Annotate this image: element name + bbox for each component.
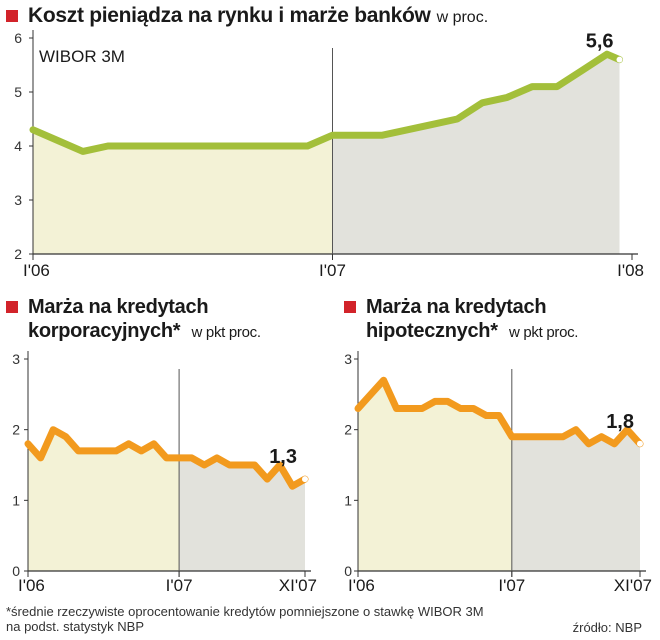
x-tick-label: I'06 (23, 261, 50, 280)
x-tick-label: I'07 (166, 576, 193, 595)
main-title-row: Koszt pieniądza na rynku i marże banków … (6, 4, 488, 28)
source-label: źródło: NBP (572, 620, 642, 635)
y-tick-label: 6 (14, 30, 22, 46)
main-title-unit: w proc. (436, 9, 489, 26)
y-tick-label: 1 (344, 492, 352, 508)
wibor-chart: 2 3 4 5 6 I'06 I'07 I'08 5,6 WIBOR 3M (14, 30, 644, 280)
shade-area-first-year (28, 429, 180, 571)
bullet-square-icon (6, 10, 18, 22)
y-tick-label: 2 (14, 246, 22, 262)
shade-area-first-year (358, 380, 512, 571)
x-tick-label: I'06 (18, 576, 45, 595)
footnote: *średnie rzeczywiste oprocentowanie kred… (6, 604, 484, 634)
y-tick-label: 4 (14, 138, 22, 154)
end-point-marker (637, 440, 643, 447)
main-title: Koszt pieniądza na rynku i marże banków (28, 4, 431, 27)
y-tick-label: 2 (344, 422, 352, 438)
end-point-marker (302, 476, 308, 483)
x-tick-label: XI'07 (279, 576, 317, 595)
y-tick-label: 5 (14, 84, 22, 100)
bullet-square-icon (344, 301, 356, 313)
mortgage-chart-title: Marża na kredytach hipotecznych* (366, 296, 547, 342)
end-value-label: 5,6 (586, 31, 614, 53)
mortgage-chart-unit: w pkt proc. (508, 324, 579, 341)
end-value-label: 1,8 (606, 411, 634, 433)
shade-area-second-year (332, 54, 620, 255)
series-inner-label: WIBOR 3M (39, 47, 125, 66)
y-tick-label: 0 (344, 563, 352, 579)
footnote-line-1: *średnie rzeczywiste oprocentowanie kred… (6, 604, 484, 619)
bullet-square-icon (6, 301, 18, 313)
x-tick-label: I'07 (319, 261, 346, 280)
series-line (29, 50, 623, 155)
footnote-line-2: na podst. statystyk NBP (6, 619, 145, 634)
series-line (24, 426, 309, 490)
corporate-chart-unit: w pkt proc. (191, 324, 262, 341)
mortgage-title-row: Marża na kredytach hipotecznych* w pkt p… (344, 295, 646, 345)
x-tick-label: I'07 (498, 576, 525, 595)
end-value-label: 1,3 (269, 446, 297, 468)
x-tick-label: I'08 (617, 261, 644, 280)
y-tick-label: 3 (344, 351, 352, 367)
corporate-margin-chart: 0 1 2 3 I'06 I'07 XI'07 1,3 (12, 351, 317, 595)
series-line (354, 376, 644, 448)
y-tick-label: 3 (14, 192, 22, 208)
shade-area-second-year (179, 457, 305, 571)
corporate-chart-title: Marża na kredytach korporacyjnych* (28, 296, 209, 342)
mortgage-margin-chart: 0 1 2 3 I'06 I'07 XI'07 1,8 (344, 351, 652, 595)
corporate-title-row: Marża na kredytach korporacyjnych* w pkt… (6, 295, 318, 345)
y-tick-label: 0 (12, 563, 20, 579)
end-point-marker (616, 56, 623, 63)
x-tick-label: XI'07 (614, 576, 652, 595)
y-tick-label: 3 (12, 351, 20, 367)
y-tick-label: 1 (12, 492, 20, 508)
x-tick-label: I'06 (348, 576, 375, 595)
shade-area-first-year (33, 129, 333, 254)
shade-area-second-year (511, 429, 640, 571)
y-tick-label: 2 (12, 422, 20, 438)
